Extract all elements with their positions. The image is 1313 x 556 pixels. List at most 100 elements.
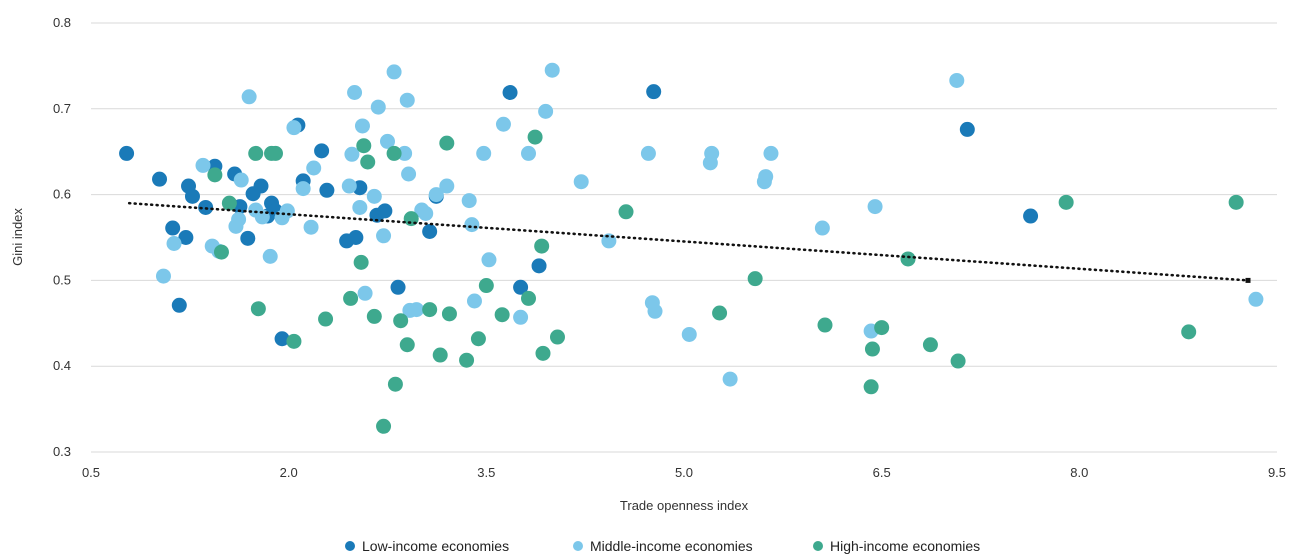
point-series-2 [318,311,334,327]
point-series-1 [481,252,497,268]
x-tick-label: 0.5 [82,465,100,480]
point-series-2 [248,145,264,161]
point-series-1 [949,72,965,88]
legend-item-high-income: High-income economies [813,538,980,554]
legend-label-high-income: High-income economies [830,538,980,554]
point-series-2 [393,313,409,329]
point-series-1 [1248,291,1264,307]
point-series-1 [295,181,311,197]
point-series-0 [959,121,975,137]
point-series-1 [401,166,417,182]
y-tick-label: 0.5 [53,272,71,287]
x-tick-label: 9.5 [1268,465,1286,480]
point-series-1 [155,268,171,284]
x-tick-label: 6.5 [873,465,891,480]
point-series-0 [531,258,547,274]
point-series-0 [178,230,194,245]
point-series-2 [900,251,916,267]
point-series-1 [279,203,295,219]
point-series-2 [399,337,415,353]
point-series-2 [874,320,890,336]
point-series-2 [207,167,223,183]
point-series-1 [439,178,455,194]
point-series-2 [376,418,392,434]
point-series-2 [403,211,419,227]
point-series-0 [646,84,662,100]
legend-marker-middle-income [573,541,583,551]
legend-label-low-income: Low-income economies [362,538,509,554]
point-series-0 [319,182,335,198]
point-series-0 [348,230,364,245]
point-series-1 [814,220,830,236]
point-series-0 [377,203,393,219]
point-series-1 [647,303,663,319]
x-axis-title: Trade openness index [620,498,749,513]
point-series-0 [171,297,187,313]
point-series-2 [1228,194,1244,210]
point-series-0 [314,143,330,159]
point-series-1 [376,228,392,244]
point-series-1 [386,64,402,80]
point-series-1 [763,145,779,161]
point-series-2 [534,238,550,254]
point-series-2 [922,337,938,353]
point-series-2 [470,331,486,347]
point-series-1 [352,199,368,215]
point-series-2 [863,379,879,395]
point-series-1 [408,302,424,318]
point-series-1 [347,84,363,100]
point-series-1 [722,371,738,387]
point-series-2 [1181,324,1197,340]
y-tick-label: 0.7 [53,101,71,116]
legend-marker-low-income [345,541,355,551]
gridlines [91,22,1277,453]
point-series-1 [397,145,413,161]
point-series-1 [241,89,257,105]
point-series-1 [681,326,697,342]
point-series-1 [286,120,302,136]
point-series-1 [704,145,720,161]
point-series-1 [466,293,482,309]
point-series-0 [1023,208,1039,224]
point-series-1 [233,172,249,188]
point-series-2 [267,145,283,161]
point-series-2 [356,138,372,154]
point-series-1 [344,146,360,162]
point-series-2 [221,195,237,211]
point-series-1 [366,188,382,204]
point-series-2 [353,254,369,270]
y-tick-label: 0.8 [53,15,71,30]
point-series-2 [864,341,880,357]
point-series-0 [390,279,406,295]
point-series-2 [817,317,833,333]
point-series-1 [262,248,278,264]
point-series-1 [399,92,415,108]
x-axis-ticks: 0.5 2.0 3.5 5.0 6.5 8.0 9.5 [82,465,1286,480]
point-series-1 [370,99,386,115]
point-series-1 [495,116,511,132]
point-series-2 [343,290,359,306]
point-series-1 [573,174,589,190]
point-series-1 [461,193,477,209]
y-tick-label: 0.6 [53,187,71,202]
point-series-2 [618,204,634,220]
point-series-1 [231,211,247,227]
point-series-1 [428,187,444,203]
legend-item-middle-income: Middle-income economies [573,538,753,554]
x-tick-label: 2.0 [280,465,298,480]
point-series-1 [544,62,560,78]
point-series-2 [360,154,376,170]
point-series-2 [439,135,455,151]
legend-marker-high-income [813,541,823,551]
point-series-1 [867,199,883,215]
point-series-1 [464,217,480,233]
point-series-0 [513,279,529,295]
point-series-1 [303,219,319,235]
trendline-end-marker [1245,277,1251,283]
x-tick-label: 5.0 [675,465,693,480]
point-series-0 [274,331,290,347]
point-series-1 [354,118,370,134]
point-series-2 [459,352,475,368]
point-series-2 [549,329,565,345]
